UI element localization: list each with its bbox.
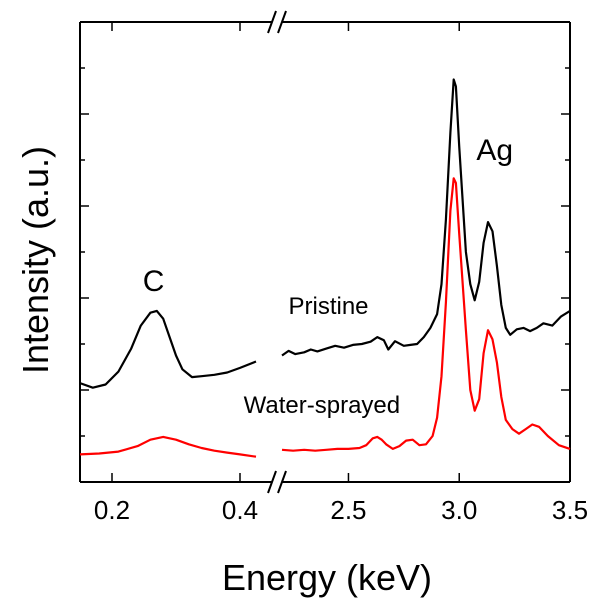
series-line-water-sprayed-seg1 (281, 177, 571, 452)
x-tick-label: 0.2 (94, 495, 130, 525)
x-tick-label: 0.4 (222, 495, 258, 525)
y-axis-label: Intensity (a.u.) (15, 146, 56, 374)
axis-break-bottom-2 (277, 470, 287, 494)
axis-break-bottom-1 (267, 470, 277, 494)
axis-break-top-1 (267, 10, 277, 34)
x-tick-label: 3.5 (552, 495, 588, 525)
annotation-pristine: Pristine (289, 293, 369, 320)
annotation-ag: Ag (476, 134, 513, 167)
annotation-c: C (143, 265, 165, 298)
series-line-pristine-seg1 (281, 78, 571, 357)
x-tick-label: 3.0 (441, 495, 477, 525)
annotation-water-sprayed: Water-sprayed (244, 392, 401, 419)
axis-break-top-2 (277, 10, 287, 34)
series-line-pristine-seg0 (79, 309, 257, 389)
x-axis-label: Energy (keV) (222, 557, 432, 598)
series-line-water-sprayed-seg0 (79, 435, 257, 458)
plot-area: 0.2 0.4 2.5 3.0 3.5 C Pristine Water-sprayed Ag (79, 10, 588, 525)
x-tick-label: 2.5 (330, 495, 366, 525)
